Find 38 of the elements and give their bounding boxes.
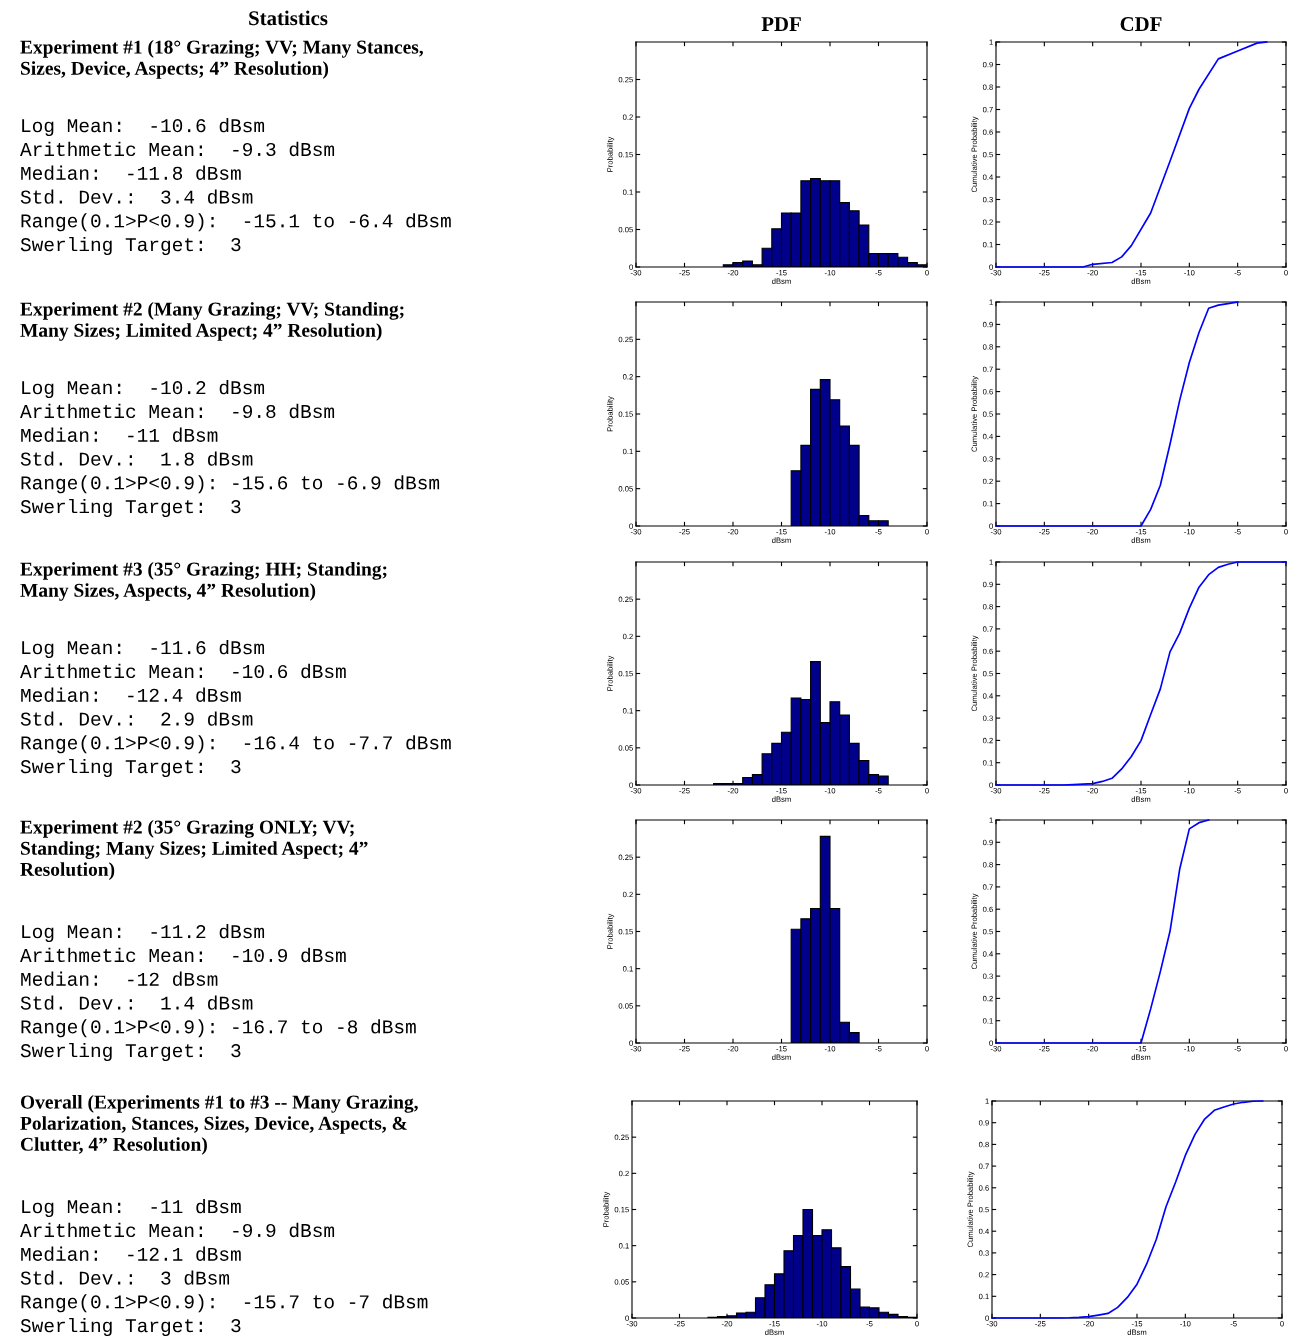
- text: Swerling Target: 3: [20, 759, 241, 778]
- text: Range(0.1>P<0.9): -16.7 to -8 dBsm: [21, 1019, 416, 1038]
- text: Overall (Experiments #1 to #3 -- Many Grazing, Polarization, Stances, Sizes, Device, Aspects, & Clutter, 4” Resolution): [20, 1095, 418, 1155]
- text: Std. Dev.: 2.9 dBsm: [20, 711, 253, 726]
- text: Swerling Target: 3: [20, 237, 241, 256]
- text: Log Mean: -10.2 dBsm: [22, 380, 265, 399]
- text: Arithmetic Mean: -10.6 dBsm: [20, 663, 346, 679]
- text: Range(0.1>P<0.9): -15.6 to -6.9 dBsm: [21, 475, 440, 494]
- text: Swerling Target: 3: [20, 1318, 241, 1337]
- text: Experiment #2 (Many Grazing; VV; Standing; Many Sizes; Limited Aspect; 4” Resolution): [20, 302, 404, 341]
- text: Median: -12.4 dBsm: [21, 687, 241, 702]
- text: Std. Dev.: 3.4 dBsm: [20, 189, 253, 204]
- text: Arithmetic Mean: -9.9 dBsm: [20, 1222, 335, 1238]
- text: Experiment #3 (35° Grazing; HH; Standing; Many Sizes, Aspects, 4” Resolution): [20, 562, 387, 601]
- text: Statistics: [249, 10, 328, 26]
- text: Swerling Target: 3: [20, 499, 241, 518]
- chart-title: PDF: [761, 17, 801, 31]
- text: Experiment #2 (35° Grazing ONLY; VV; Standing; Many Sizes; Limited Aspect; 4” Resolution): [20, 820, 368, 880]
- text: Experiment #1 (18° Grazing; VV; Many Stances, Sizes, Device, Aspects; 4” Resolution): [20, 40, 423, 79]
- text: Swerling Target: 3: [20, 1043, 241, 1062]
- text: Range(0.1>P<0.9): -15.7 to -7 dBsm: [21, 1294, 428, 1313]
- text: Arithmetic Mean: -9.8 dBsm: [20, 403, 335, 419]
- text: Std. Dev.: 3 dBsm: [20, 1270, 230, 1285]
- text: Median: -12.1 dBsm: [21, 1246, 241, 1261]
- text: Range(0.1>P<0.9): -16.4 to -7.7 dBsm: [21, 735, 451, 754]
- text: Median: -11 dBsm: [21, 427, 218, 442]
- text: Std. Dev.: 1.8 dBsm: [20, 451, 253, 466]
- text: Log Mean: -10.6 dBsm: [22, 118, 265, 137]
- text: Log Mean: -11 dBsm: [22, 1199, 241, 1218]
- text: Log Mean: -11.2 dBsm: [22, 924, 265, 943]
- text: Log Mean: -11.6 dBsm: [22, 640, 265, 659]
- text: Range(0.1>P<0.9): -15.1 to -6.4 dBsm: [21, 213, 451, 232]
- text: Median: -11.8 dBsm: [21, 165, 241, 180]
- text: Std. Dev.: 1.4 dBsm: [20, 995, 253, 1010]
- text: Arithmetic Mean: -10.9 dBsm: [20, 947, 346, 963]
- chart-title: CDF: [1120, 17, 1162, 32]
- text: Arithmetic Mean: -9.3 dBsm: [20, 141, 335, 157]
- text: Median: -12 dBsm: [21, 971, 218, 986]
